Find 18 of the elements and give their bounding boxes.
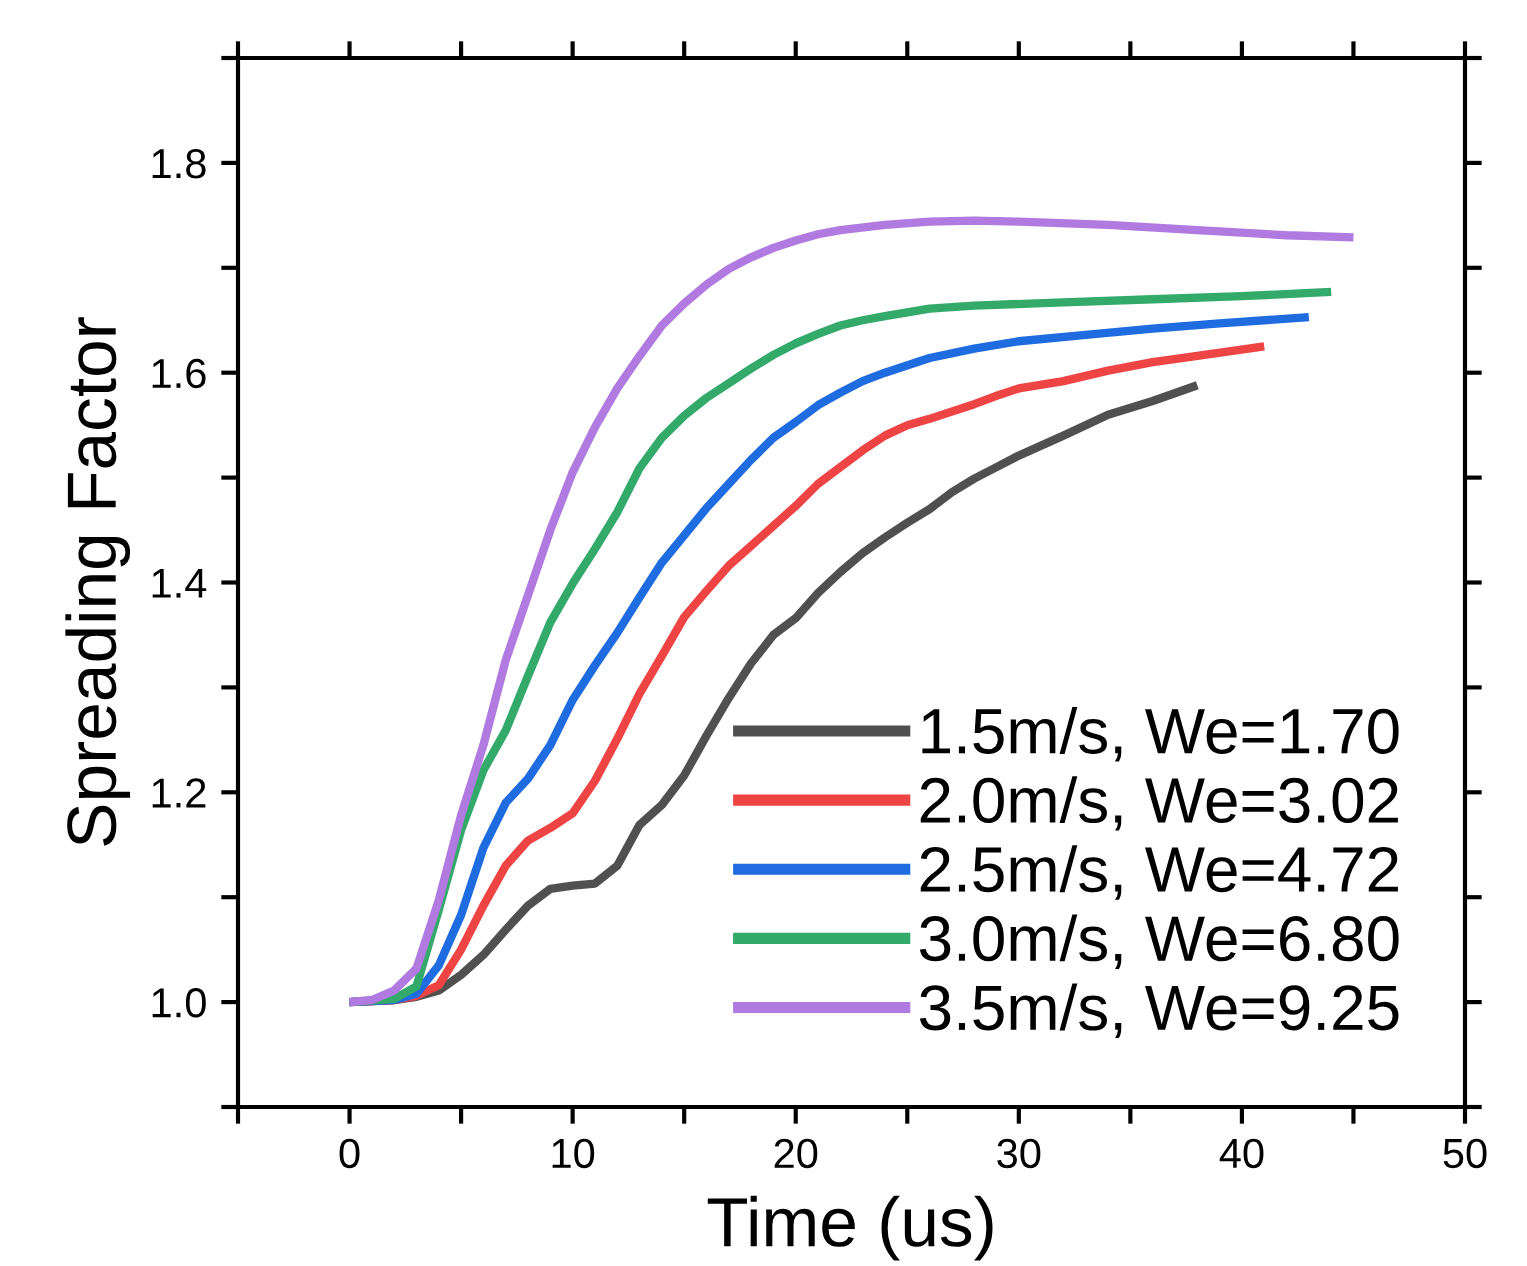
x-tick-label: 20 [774, 1138, 818, 1169]
y-tick-label: 1.8 [152, 148, 206, 179]
legend-label: 1.5m/s, We=1.70 [922, 707, 1399, 762]
y-tick-label: 1.0 [152, 988, 206, 1018]
legend-label: 3.5m/s, We=9.25 [919, 983, 1399, 1039]
x-tick-label: 30 [997, 1138, 1041, 1169]
legend-label: 2.0m/s, We=3.02 [920, 776, 1398, 831]
y-tick-label: 1.2 [152, 778, 206, 808]
legend-label: 3.0m/s, We=6.80 [919, 914, 1399, 969]
legend-label: 2.5m/s, We=4.72 [920, 845, 1398, 900]
y-tick-label: 1.4 [152, 568, 207, 598]
x-tick-label: 0 [339, 1138, 360, 1169]
x-axis-title: Time (us) [707, 1195, 993, 1261]
x-tick-label: 50 [1443, 1138, 1487, 1169]
x-tick-label: 40 [1219, 1138, 1264, 1169]
y-axis-title: Spreading Factor [65, 317, 131, 846]
x-tick-label: 10 [552, 1138, 595, 1169]
y-tick-label: 1.6 [152, 358, 206, 389]
